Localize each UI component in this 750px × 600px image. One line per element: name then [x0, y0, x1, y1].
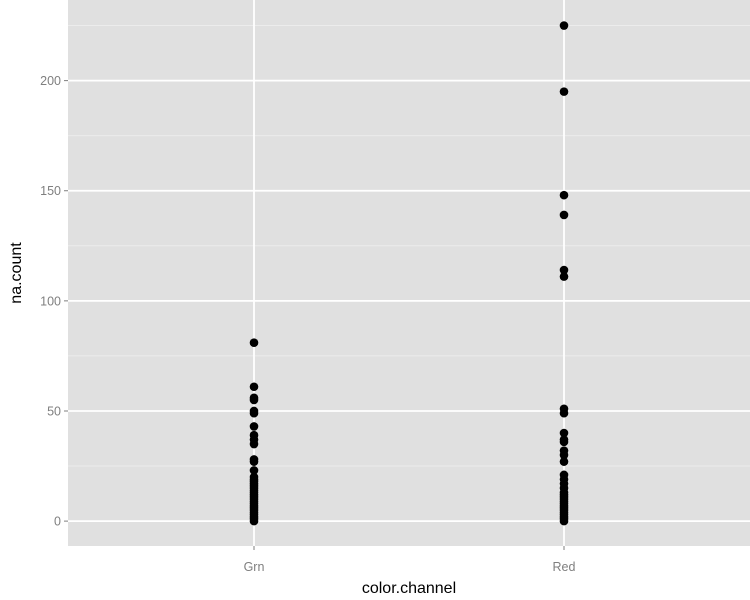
data-point: [249, 457, 259, 466]
data-point: [559, 21, 569, 30]
data-point: [559, 272, 569, 281]
x-tick-label: Red: [553, 560, 576, 574]
data-point: [249, 338, 259, 348]
y-tick-label: 0: [54, 515, 61, 529]
y-tick-label: 50: [47, 404, 61, 418]
x-tick-labels: Grn Red: [244, 560, 576, 574]
data-point: [559, 265, 569, 275]
data-point: [559, 450, 569, 460]
y-tick-labels: 0 50 100 150 200: [40, 74, 61, 529]
data-point: [559, 408, 569, 418]
data-point: [249, 516, 259, 526]
data-point: [249, 408, 259, 418]
y-tick-label: 150: [40, 184, 61, 198]
data-point: [559, 210, 569, 220]
data-point: [559, 457, 569, 466]
x-tick-label: Grn: [244, 560, 265, 574]
data-point: [249, 395, 259, 405]
data-point: [559, 87, 569, 96]
data-point: [559, 428, 569, 438]
data-point: [249, 439, 259, 449]
y-tick-label: 100: [40, 294, 61, 308]
data-points: [249, 21, 569, 526]
data-point: [559, 437, 569, 447]
data-point: [249, 382, 259, 392]
data-point: [249, 422, 259, 431]
panel-background: [68, 0, 750, 546]
axis-ticks: [64, 80, 565, 550]
data-point: [559, 516, 569, 526]
x-axis-title: color.channel: [362, 580, 456, 597]
y-tick-label: 200: [40, 74, 61, 88]
data-point: [559, 190, 569, 200]
data-point: [249, 466, 259, 475]
y-axis-title: na.count: [8, 242, 25, 304]
